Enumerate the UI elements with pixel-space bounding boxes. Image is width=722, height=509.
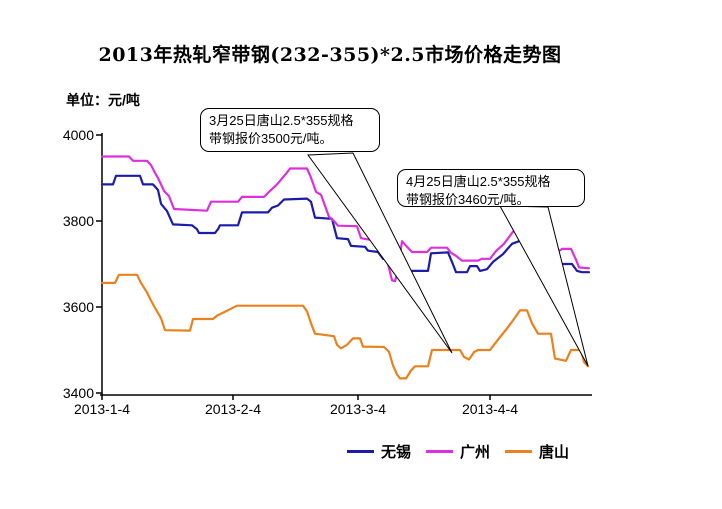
callout-march-25-line1: 3月25日唐山2.5*355规格: [209, 113, 354, 128]
callout-march-25-tail: [307, 152, 453, 354]
callout-april-25: 4月25日唐山2.5*355规格 带钢报价3460元/吨。: [397, 169, 585, 207]
callout-april-25-line2: 带钢报价3460元/吨。: [406, 192, 530, 208]
legend-label-wuxi: 无锡: [381, 444, 412, 461]
wuxi-line-swatch-icon: [347, 450, 374, 453]
unit-label: 单位：元/吨: [66, 92, 140, 108]
y-tick-label-3800: 3800: [62, 213, 94, 229]
y-tick-label-4000: 4000: [62, 127, 94, 143]
legend-label-guangzhou: 广州: [460, 444, 491, 461]
x-tick-label-2013-1-4: 2013-1-4: [73, 401, 131, 417]
y-tick-label-3400: 3400: [62, 385, 94, 401]
callout-march-25: 3月25日唐山2.5*355规格 带钢报价3500元/吨。: [200, 108, 380, 152]
series-line-唐山: [100, 273, 590, 380]
y-tick-label-3600: 3600: [62, 299, 94, 315]
callout-april-25-line1: 4月25日唐山2.5*355规格: [406, 174, 551, 189]
x-tick-label-2013-4-4: 2013-4-4: [461, 401, 519, 417]
callout-march-25-line2: 带钢报价3500元/吨。: [209, 131, 333, 147]
legend-item-wuxi: 无锡: [347, 441, 411, 462]
tangshan-line-swatch-icon: [505, 450, 533, 453]
chart-title: 2013年热轧窄带钢(232-355)*2.5市场价格走势图: [98, 44, 562, 66]
x-tick-label-2013-2-4: 2013-2-4: [204, 401, 262, 417]
legend-item-tangshan: 唐山: [505, 441, 569, 462]
legend: 无锡 广州 唐山: [347, 441, 569, 462]
guangzhou-line-swatch-icon: [426, 450, 454, 453]
legend-label-tangshan: 唐山: [539, 444, 570, 461]
callout-april-25-tail: [499, 205, 589, 367]
x-tick-label-2013-3-4: 2013-3-4: [329, 401, 387, 417]
legend-item-guangzhou: 广州: [426, 441, 490, 462]
